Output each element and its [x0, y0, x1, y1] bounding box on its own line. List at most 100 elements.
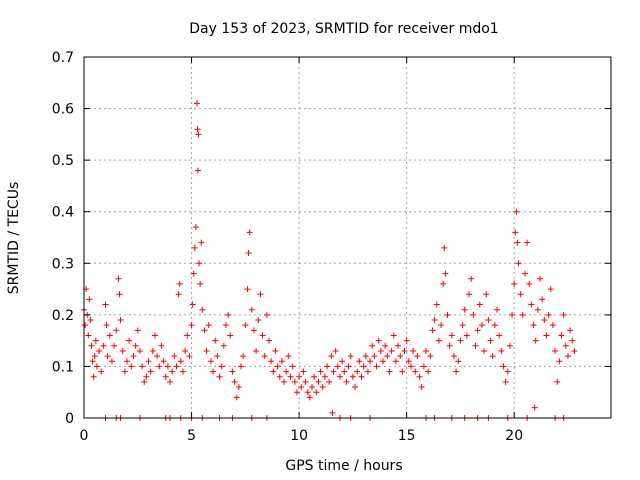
data-point — [242, 322, 249, 329]
data-point — [147, 368, 154, 375]
data-point — [571, 347, 578, 354]
data-point — [530, 322, 537, 329]
data-point — [176, 280, 183, 287]
data-point — [384, 353, 391, 360]
data-point — [96, 347, 103, 354]
data-point — [253, 347, 260, 354]
data-point — [261, 353, 268, 360]
data-point — [268, 358, 275, 365]
data-point — [558, 332, 565, 339]
data-point — [397, 353, 404, 360]
data-point — [85, 332, 92, 339]
axis-ticks: 0 0.1 0.2 0.3 0.4 0.5 0.6 0.7 0 5 10 15 20 — [52, 50, 611, 444]
data-point — [429, 327, 436, 334]
data-point — [362, 353, 369, 360]
data-point — [321, 373, 328, 380]
data-point — [528, 301, 535, 308]
data-point — [136, 347, 143, 354]
data-point — [500, 363, 507, 370]
data-point — [160, 358, 167, 365]
data-point — [371, 353, 378, 360]
data-point — [461, 306, 468, 313]
y-tick-label: 0.6 — [52, 102, 74, 118]
data-point — [512, 229, 519, 236]
x-tick-label: 0 — [80, 428, 89, 444]
data-point — [225, 311, 232, 318]
data-point — [169, 368, 176, 375]
data-point — [354, 368, 361, 375]
data-point — [182, 347, 189, 354]
x-tick-label: 10 — [290, 428, 308, 444]
data-point — [285, 353, 292, 360]
data-point — [377, 347, 384, 354]
data-point — [102, 301, 109, 308]
data-point — [311, 373, 318, 380]
data-point — [326, 378, 333, 385]
data-point — [506, 342, 513, 349]
data-point — [369, 342, 376, 349]
data-point — [92, 337, 99, 344]
data-point — [375, 337, 382, 344]
data-point — [257, 291, 264, 298]
data-point — [329, 409, 336, 416]
y-tick-label: 0 — [65, 411, 74, 427]
data-point — [203, 347, 210, 354]
data-point — [446, 342, 453, 349]
data-point — [519, 311, 526, 318]
data-point — [162, 373, 169, 380]
data-point — [403, 337, 410, 344]
data-point — [330, 368, 337, 375]
data-point — [167, 378, 174, 385]
data-point — [470, 311, 477, 318]
data-point — [526, 280, 533, 287]
data-point — [191, 244, 198, 251]
data-point — [459, 322, 466, 329]
data-point — [296, 373, 303, 380]
data-point — [274, 363, 281, 370]
data-point — [423, 347, 430, 354]
data-point — [143, 373, 150, 380]
data-point — [407, 363, 414, 370]
data-point — [349, 373, 356, 380]
data-point — [145, 358, 152, 365]
data-point — [121, 368, 128, 375]
data-point — [513, 208, 520, 215]
data-point — [496, 332, 503, 339]
data-point — [171, 353, 178, 360]
data-point — [115, 275, 122, 282]
data-point — [113, 327, 120, 334]
data-point — [291, 378, 298, 385]
data-point — [141, 378, 148, 385]
data-point — [134, 327, 141, 334]
data-point — [532, 337, 539, 344]
data-point — [139, 363, 146, 370]
data-point — [90, 373, 97, 380]
data-point — [197, 280, 204, 287]
data-point — [390, 332, 397, 339]
data-point — [119, 347, 126, 354]
data-point — [537, 275, 544, 282]
data-point — [498, 347, 505, 354]
data-point — [195, 167, 202, 174]
data-point — [216, 373, 223, 380]
data-point — [186, 353, 193, 360]
data-points — [81, 100, 578, 421]
data-point — [220, 342, 227, 349]
data-point — [515, 260, 522, 267]
data-point — [227, 332, 234, 339]
data-point — [450, 353, 457, 360]
data-point — [199, 306, 206, 313]
data-point — [334, 363, 341, 370]
data-point — [188, 322, 195, 329]
data-point — [386, 368, 393, 375]
data-point — [317, 368, 324, 375]
x-axis-label: GPS time / hours — [285, 458, 402, 474]
data-point — [435, 337, 442, 344]
data-point — [567, 327, 574, 334]
data-point — [441, 244, 448, 251]
x-tick-label: 20 — [505, 428, 523, 444]
data-point — [442, 270, 449, 277]
data-point — [304, 389, 311, 396]
data-point — [373, 363, 380, 370]
data-point — [472, 342, 479, 349]
